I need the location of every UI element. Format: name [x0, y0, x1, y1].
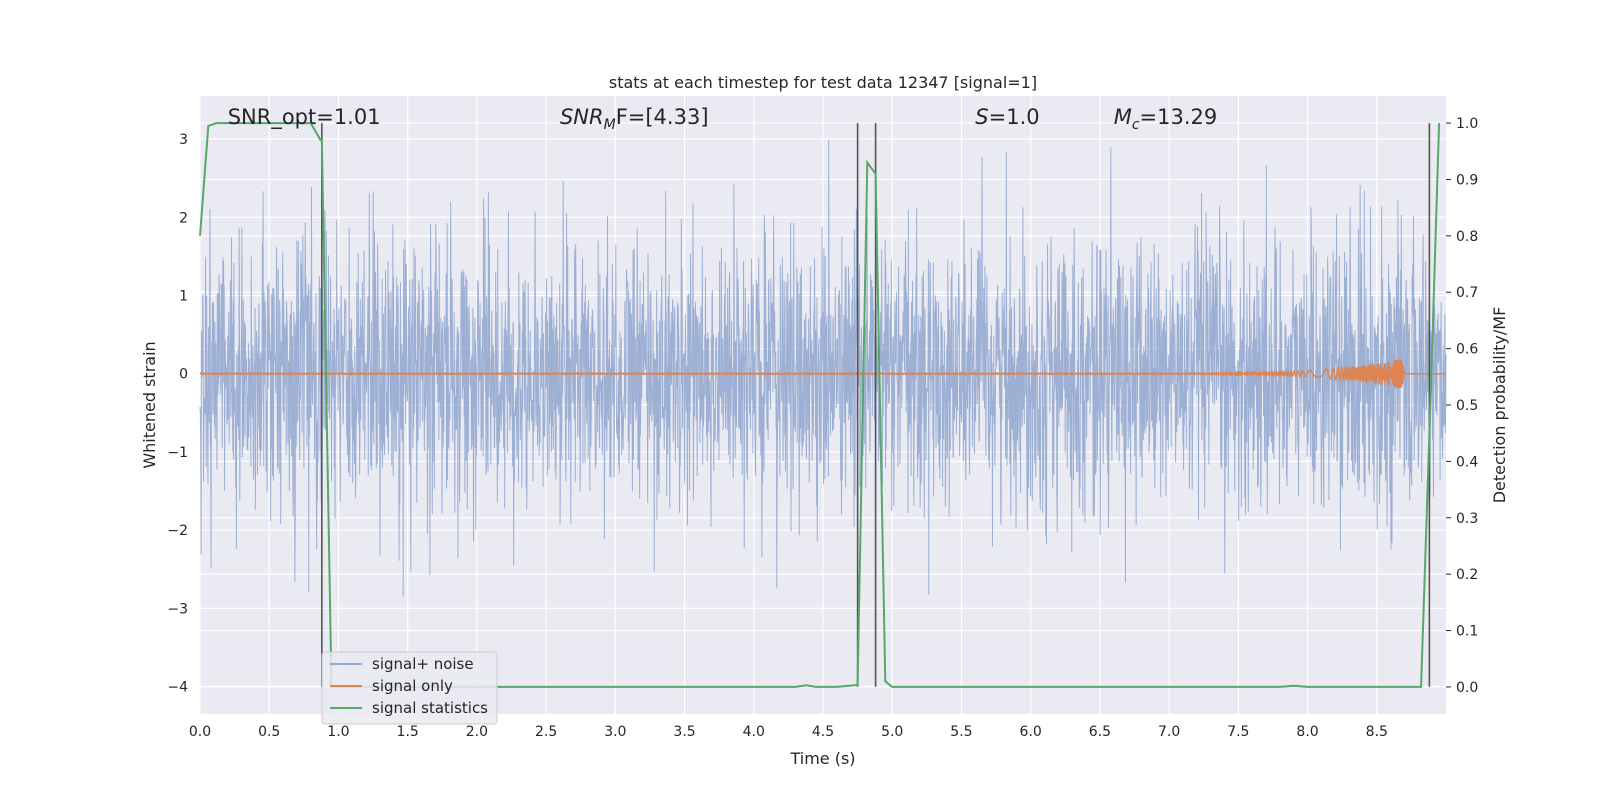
legend-label-signal-noise: signal+ noise: [372, 655, 474, 673]
y-tick-label: −2: [167, 523, 188, 539]
y-tick-label: 2: [179, 210, 188, 226]
y2-tick-label: 0.2: [1456, 567, 1478, 583]
x-tick-label: 2.0: [466, 724, 488, 740]
signal-noise-series: [199, 139, 1447, 597]
legend: signal+ noise signal only signal statist…: [321, 651, 498, 725]
x-tick-label: 3.5: [673, 724, 695, 740]
x-tick-label: 4.0: [743, 724, 765, 740]
legend-label-signal-statistics: signal statistics: [372, 699, 488, 717]
annotation-snr-mf-main: SNR: [560, 105, 604, 129]
y2-tick-label: 0.6: [1456, 342, 1478, 358]
annotation-s-main: S: [975, 105, 988, 129]
annotation-mc-main: M: [1114, 105, 1132, 129]
x-tick-label: 5.5: [950, 724, 972, 740]
x-tick-label: 7.5: [1227, 724, 1249, 740]
x-tick-label: 8.0: [1296, 724, 1318, 740]
x-tick-label: 1.0: [327, 724, 349, 740]
y-tick-label: 0: [179, 367, 188, 383]
signal-statistics-series: [199, 122, 1441, 688]
x-ticks: 0.0 0.5 1.0 1.5 2.0 2.5 3.0 3.5 4.0 4.5 5.0 5.5 6.0 6…: [189, 724, 1388, 740]
annotation-snr-opt: SNR_opt=1.01: [228, 105, 381, 130]
y-tick-label: 1: [179, 288, 188, 304]
x-axis-label: Time (s): [789, 749, 855, 768]
x-tick-label: 2.5: [535, 724, 557, 740]
y-tick-label: −1: [167, 445, 188, 461]
x-tick-label: 7.0: [1158, 724, 1180, 740]
x-tick-label: 0.5: [258, 724, 280, 740]
x-tick-label: 3.0: [604, 724, 626, 740]
x-tick-label: 8.5: [1366, 724, 1388, 740]
annotation-snr-mf-rest: F=[4.33]: [616, 105, 709, 129]
signal-statistics-line: [199, 122, 1441, 688]
x-tick-label: 4.5: [812, 724, 834, 740]
x-tick-label: 6.0: [1020, 724, 1042, 740]
legend-label-signal-only: signal only: [372, 677, 453, 695]
y2-axis-label: Detection probability/MF: [1490, 307, 1509, 504]
x-tick-label: 0.0: [189, 724, 211, 740]
y2-tick-label: 0.3: [1456, 511, 1478, 527]
annotation-mc-rest: =13.29: [1140, 105, 1218, 129]
y-axis-label: Whitened strain: [140, 341, 159, 468]
x-tick-label: 6.5: [1089, 724, 1111, 740]
y2-tick-label: 0.4: [1456, 454, 1478, 470]
annotations: SNR_opt=1.01 SNRMF=[4.33] S=1.0 Mc=13.29: [228, 105, 1218, 133]
y-ticks: 3 2 1 0 −1 −2 −3 −4: [167, 132, 188, 696]
x-tick-label: 1.5: [397, 724, 419, 740]
signal-noise-line: [199, 139, 1447, 597]
annotation-snr-mf: SNRMF=[4.33]: [560, 105, 709, 133]
y-tick-label: 3: [179, 132, 188, 148]
annotation-s-rest: =1.0: [989, 105, 1040, 129]
y2-tick-label: 1.0: [1456, 116, 1478, 132]
y2-tick-label: 0.1: [1456, 624, 1478, 640]
signal-only-series: [199, 359, 1446, 389]
y2-tick-label: 0.0: [1456, 680, 1478, 696]
y2-tick-label: 0.7: [1456, 285, 1478, 301]
annotation-snr-mf-sub: M: [604, 117, 616, 133]
legend-box: [321, 651, 498, 725]
y2-tick-label: 0.5: [1456, 398, 1478, 414]
signal-only-line: [199, 359, 1446, 389]
annotation-s: S=1.0: [975, 105, 1039, 129]
annotation-mc-sub: c: [1132, 117, 1140, 133]
y-tick-label: −3: [167, 601, 188, 617]
annotation-mc: Mc=13.29: [1114, 105, 1218, 133]
chart-title: stats at each timestep for test data 123…: [609, 73, 1037, 92]
y2-tick-label: 0.9: [1456, 172, 1478, 188]
y2-tick-label: 0.8: [1456, 229, 1478, 245]
x-tick-label: 5.0: [881, 724, 903, 740]
y2-ticks: 1.0 0.9 0.8 0.7 0.6 0.5 0.4 0.3 0.2 0.1 0.0: [1446, 116, 1478, 696]
y-tick-label: −4: [167, 680, 188, 696]
